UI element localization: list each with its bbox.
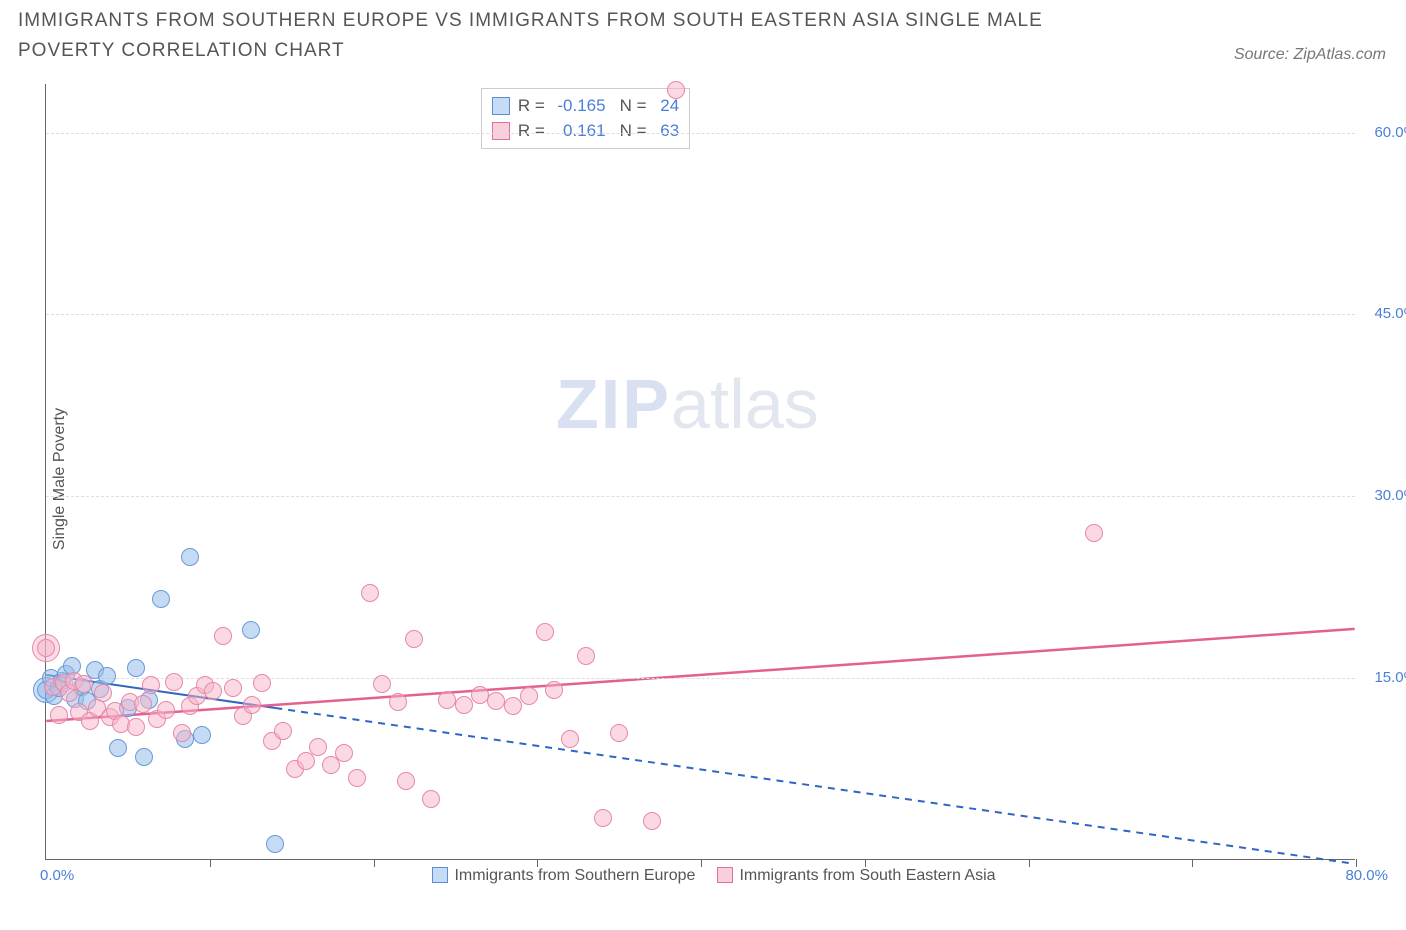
scatter-point	[214, 627, 232, 645]
scatter-point	[243, 696, 261, 714]
scatter-point	[361, 584, 379, 602]
gridline	[46, 678, 1355, 679]
y-tick-label: 30.0%	[1362, 487, 1406, 504]
legend-r-value: 0.161	[550, 118, 606, 144]
scatter-point	[561, 730, 579, 748]
scatter-point	[173, 724, 191, 742]
scatter-point	[397, 772, 415, 790]
scatter-point	[224, 679, 242, 697]
legend-r-label: R =	[518, 96, 550, 115]
scatter-point	[37, 639, 55, 657]
scatter-plot: ZIPatlas R = -0.165N = 24R = 0.161N = 63…	[45, 84, 1355, 860]
scatter-point	[50, 706, 68, 724]
scatter-point	[193, 726, 211, 744]
scatter-point	[165, 673, 183, 691]
legend-n-value: 63	[651, 118, 679, 144]
scatter-point	[152, 590, 170, 608]
scatter-point	[422, 790, 440, 808]
scatter-point	[127, 718, 145, 736]
scatter-point	[204, 682, 222, 700]
scatter-point	[253, 674, 271, 692]
scatter-point	[134, 695, 152, 713]
scatter-point	[577, 647, 595, 665]
legend-swatch	[432, 867, 448, 883]
scatter-point	[266, 835, 284, 853]
scatter-point	[274, 722, 292, 740]
scatter-point	[157, 701, 175, 719]
scatter-point	[536, 623, 554, 641]
chart-title: IMMIGRANTS FROM SOUTHERN EUROPE VS IMMIG…	[18, 6, 1118, 67]
scatter-point	[487, 692, 505, 710]
watermark: ZIPatlas	[556, 364, 819, 444]
scatter-point	[373, 675, 391, 693]
scatter-point	[75, 675, 93, 693]
legend-row: R = 0.161 N = 63	[492, 118, 679, 144]
scatter-point	[667, 81, 685, 99]
legend-series-label: Immigrants from Southern Europe	[454, 867, 695, 884]
trend-lines-layer	[46, 84, 1355, 859]
scatter-point	[471, 686, 489, 704]
x-tick	[1029, 859, 1030, 867]
scatter-point	[242, 621, 260, 639]
scatter-point	[438, 691, 456, 709]
legend-swatch	[492, 122, 510, 140]
scatter-point	[1085, 524, 1103, 542]
scatter-point	[135, 748, 153, 766]
legend-r-label: R =	[518, 121, 550, 140]
y-tick-label: 60.0%	[1362, 124, 1406, 141]
gridline	[46, 496, 1355, 497]
scatter-point	[127, 659, 145, 677]
legend-n-label: N =	[620, 96, 652, 115]
x-tick	[865, 859, 866, 867]
scatter-point	[455, 696, 473, 714]
scatter-point	[545, 681, 563, 699]
watermark-atlas: atlas	[671, 365, 819, 443]
scatter-point	[643, 812, 661, 830]
scatter-point	[594, 809, 612, 827]
x-tick	[701, 859, 702, 867]
legend-swatch	[492, 97, 510, 115]
legend-swatch	[717, 867, 733, 883]
scatter-point	[181, 548, 199, 566]
legend-n-label: N =	[620, 121, 652, 140]
scatter-point	[94, 684, 112, 702]
y-tick-label: 15.0%	[1362, 669, 1406, 686]
scatter-point	[309, 738, 327, 756]
scatter-point	[98, 667, 116, 685]
scatter-point	[109, 739, 127, 757]
correlation-legend: R = -0.165N = 24R = 0.161N = 63	[481, 88, 690, 149]
series-legend: Immigrants from Southern Europe Immigrant…	[0, 867, 1406, 885]
scatter-point	[405, 630, 423, 648]
x-tick	[1192, 859, 1193, 867]
scatter-point	[348, 769, 366, 787]
scatter-point	[142, 676, 160, 694]
scatter-point	[389, 693, 407, 711]
scatter-point	[610, 724, 628, 742]
scatter-point	[335, 744, 353, 762]
trend-line	[275, 708, 1354, 864]
x-tick	[537, 859, 538, 867]
watermark-zip: ZIP	[556, 365, 671, 443]
x-tick	[1356, 859, 1357, 867]
scatter-point	[504, 697, 522, 715]
scatter-point	[520, 687, 538, 705]
gridline	[46, 133, 1355, 134]
y-tick-label: 45.0%	[1362, 305, 1406, 322]
gridline	[46, 314, 1355, 315]
source-label: Source: ZipAtlas.com	[1234, 46, 1386, 64]
legend-r-value: -0.165	[550, 93, 606, 119]
x-tick	[210, 859, 211, 867]
legend-row: R = -0.165N = 24	[492, 93, 679, 119]
legend-series-label: Immigrants from South Eastern Asia	[739, 867, 995, 884]
x-tick	[374, 859, 375, 867]
